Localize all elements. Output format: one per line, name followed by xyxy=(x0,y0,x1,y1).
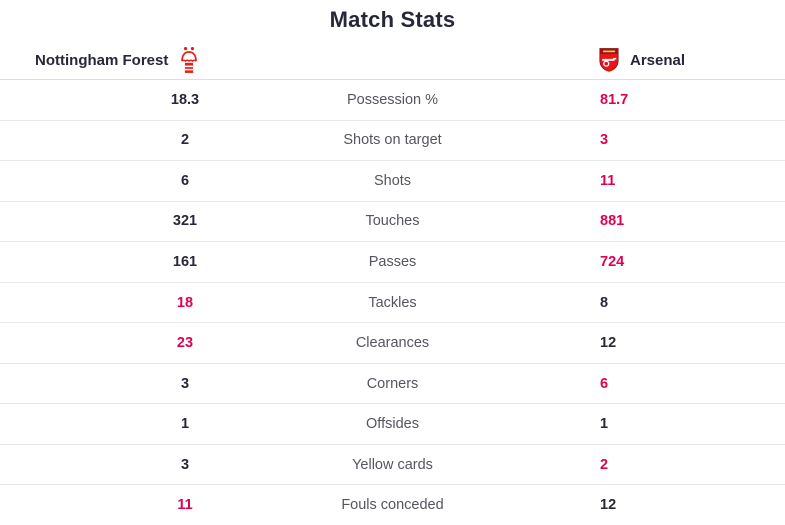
home-team-name: Nottingham Forest xyxy=(35,51,169,69)
stat-row: 1 Offsides 1 xyxy=(0,404,785,445)
away-value: 81.7 xyxy=(600,91,629,108)
home-value: 1 xyxy=(180,416,190,433)
stat-label: Yellow cards xyxy=(352,456,433,473)
away-value: 8 xyxy=(600,294,609,311)
away-value: 2 xyxy=(600,456,609,473)
home-value: 321 xyxy=(172,213,198,230)
home-value: 161 xyxy=(172,253,198,270)
home-value: 3 xyxy=(180,375,190,392)
stat-label: Shots xyxy=(373,172,412,189)
stat-label: Passes xyxy=(368,253,417,270)
away-value: 881 xyxy=(600,213,625,230)
home-value: 23 xyxy=(176,335,194,352)
stat-label: Possession % xyxy=(346,91,439,108)
home-value: 11 xyxy=(177,497,193,514)
away-value: 12 xyxy=(600,335,617,352)
stat-label: Clearances xyxy=(355,335,430,352)
stat-row: 23 Clearances 12 xyxy=(0,323,785,364)
title-bar: Match Stats xyxy=(0,0,785,40)
arsenal-badge-icon xyxy=(599,48,619,73)
home-value: 6 xyxy=(180,172,190,189)
stat-row: 6 Shots 11 xyxy=(0,161,785,202)
stat-label: Tackles xyxy=(368,294,417,311)
stat-row: 18.3 Possession % 81.7 xyxy=(0,80,785,121)
away-value: 1 xyxy=(600,416,609,433)
stat-row: 321 Touches 881 xyxy=(0,201,785,243)
team-header: Nottingham Forest Arsenal xyxy=(0,40,785,80)
away-team-name: Arsenal xyxy=(630,51,686,69)
away-value: 6 xyxy=(600,375,609,392)
home-team-link[interactable]: Nottingham Forest xyxy=(35,40,200,80)
away-value: 12 xyxy=(600,497,617,514)
away-value: 724 xyxy=(600,253,625,270)
stat-row: 18 Tackles 8 xyxy=(0,282,785,324)
stat-label: Corners xyxy=(366,375,419,392)
home-value: 2 xyxy=(180,132,190,149)
away-team-link[interactable]: Arsenal xyxy=(598,40,685,80)
home-value: 18.3 xyxy=(170,91,200,108)
stat-row: 2 Shots on target 3 xyxy=(0,120,785,162)
stat-row: 11 Fouls conceded 12 xyxy=(0,485,785,525)
stat-row: 3 Yellow cards 2 xyxy=(0,444,785,486)
stat-row: 161 Passes 724 xyxy=(0,242,785,283)
stat-label: Offsides xyxy=(366,416,419,433)
home-value: 3 xyxy=(180,456,190,473)
stat-label: Fouls conceded xyxy=(341,497,444,514)
page-title: Match Stats xyxy=(329,7,456,32)
away-value: 3 xyxy=(600,132,609,149)
stat-label: Shots on target xyxy=(343,132,442,149)
stats-table: 18.3 Possession % 81.7 2 Shots on target… xyxy=(0,80,785,525)
stat-row: 3 Corners 6 xyxy=(0,363,785,405)
away-value: 11 xyxy=(600,172,616,189)
stat-label: Touches xyxy=(365,213,420,230)
nottingham-forest-badge-icon xyxy=(181,46,198,73)
home-value: 18 xyxy=(176,294,194,311)
